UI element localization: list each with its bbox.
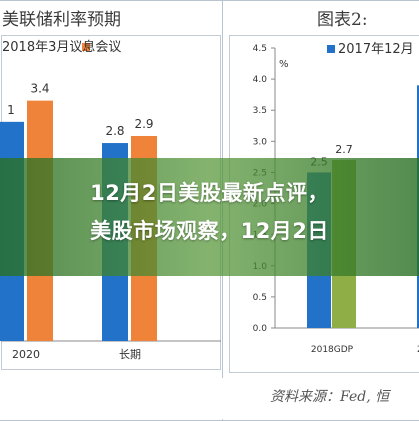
data-label: 3.4 <box>30 82 49 96</box>
headline-banner <box>0 158 419 276</box>
source-note: 资料来源：Fed, 恒 <box>270 389 390 405</box>
legend-label: 2017年12月 <box>338 42 414 57</box>
headline-line-1: 12月2日美股最新点评， <box>90 181 329 205</box>
y-unit-label: % <box>279 59 289 70</box>
legend-swatch <box>327 45 335 53</box>
data-label: 1 <box>7 103 15 117</box>
y-tick-label: 4.5 <box>253 44 267 54</box>
right-chart-title: 图表2: <box>317 10 368 30</box>
x-tick-label: 2018GDP <box>311 345 354 355</box>
y-tick-label: 3.0 <box>253 137 268 147</box>
y-tick-label: 0.0 <box>253 324 268 334</box>
y-tick-label: 3.5 <box>253 106 267 116</box>
data-label: 2.7 <box>335 143 353 156</box>
x-tick-label: 2020 <box>12 348 40 361</box>
headline-line-2: 美股市场观察，12月2日 <box>90 219 329 243</box>
y-tick-label: 0.5 <box>253 293 267 303</box>
data-label: 2.8 <box>105 124 124 138</box>
legend-label: 2018年3月议息会议 <box>2 39 121 55</box>
left-chart-title: 美联储利率预期 <box>2 10 121 30</box>
legend-swatch <box>82 43 90 51</box>
source-strip <box>222 378 419 419</box>
data-label: 2.9 <box>134 117 153 131</box>
x-tick-label: 2 <box>417 345 419 355</box>
y-tick-label: 4.0 <box>253 75 268 85</box>
x-tick-label: 长期 <box>119 348 141 361</box>
